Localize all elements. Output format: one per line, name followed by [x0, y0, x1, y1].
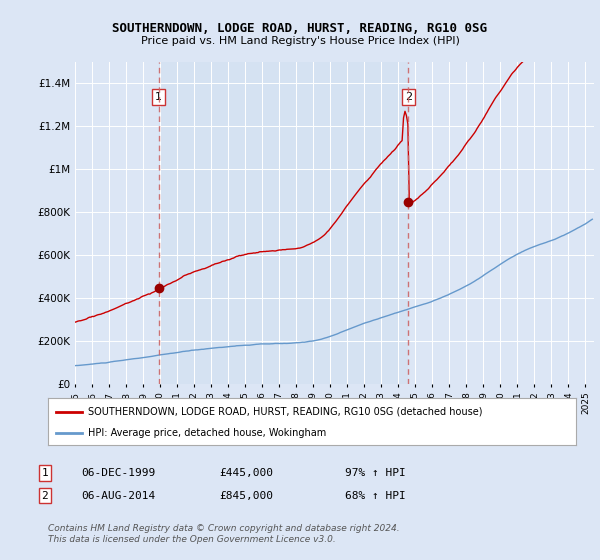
- Text: 68% ↑ HPI: 68% ↑ HPI: [345, 491, 406, 501]
- Text: 1: 1: [155, 92, 162, 102]
- Text: 2: 2: [41, 491, 49, 501]
- Text: Contains HM Land Registry data © Crown copyright and database right 2024.
This d: Contains HM Land Registry data © Crown c…: [48, 524, 400, 544]
- Text: 1: 1: [41, 468, 49, 478]
- Text: HPI: Average price, detached house, Wokingham: HPI: Average price, detached house, Woki…: [88, 428, 326, 438]
- Text: £845,000: £845,000: [219, 491, 273, 501]
- Text: Price paid vs. HM Land Registry's House Price Index (HPI): Price paid vs. HM Land Registry's House …: [140, 36, 460, 46]
- Text: £445,000: £445,000: [219, 468, 273, 478]
- Text: 06-AUG-2014: 06-AUG-2014: [81, 491, 155, 501]
- Text: SOUTHERNDOWN, LODGE ROAD, HURST, READING, RG10 0SG: SOUTHERNDOWN, LODGE ROAD, HURST, READING…: [113, 22, 487, 35]
- Text: 06-DEC-1999: 06-DEC-1999: [81, 468, 155, 478]
- Text: SOUTHERNDOWN, LODGE ROAD, HURST, READING, RG10 0SG (detached house): SOUTHERNDOWN, LODGE ROAD, HURST, READING…: [88, 407, 482, 417]
- Text: 97% ↑ HPI: 97% ↑ HPI: [345, 468, 406, 478]
- Bar: [159, 62, 409, 384]
- Text: 2: 2: [405, 92, 412, 102]
